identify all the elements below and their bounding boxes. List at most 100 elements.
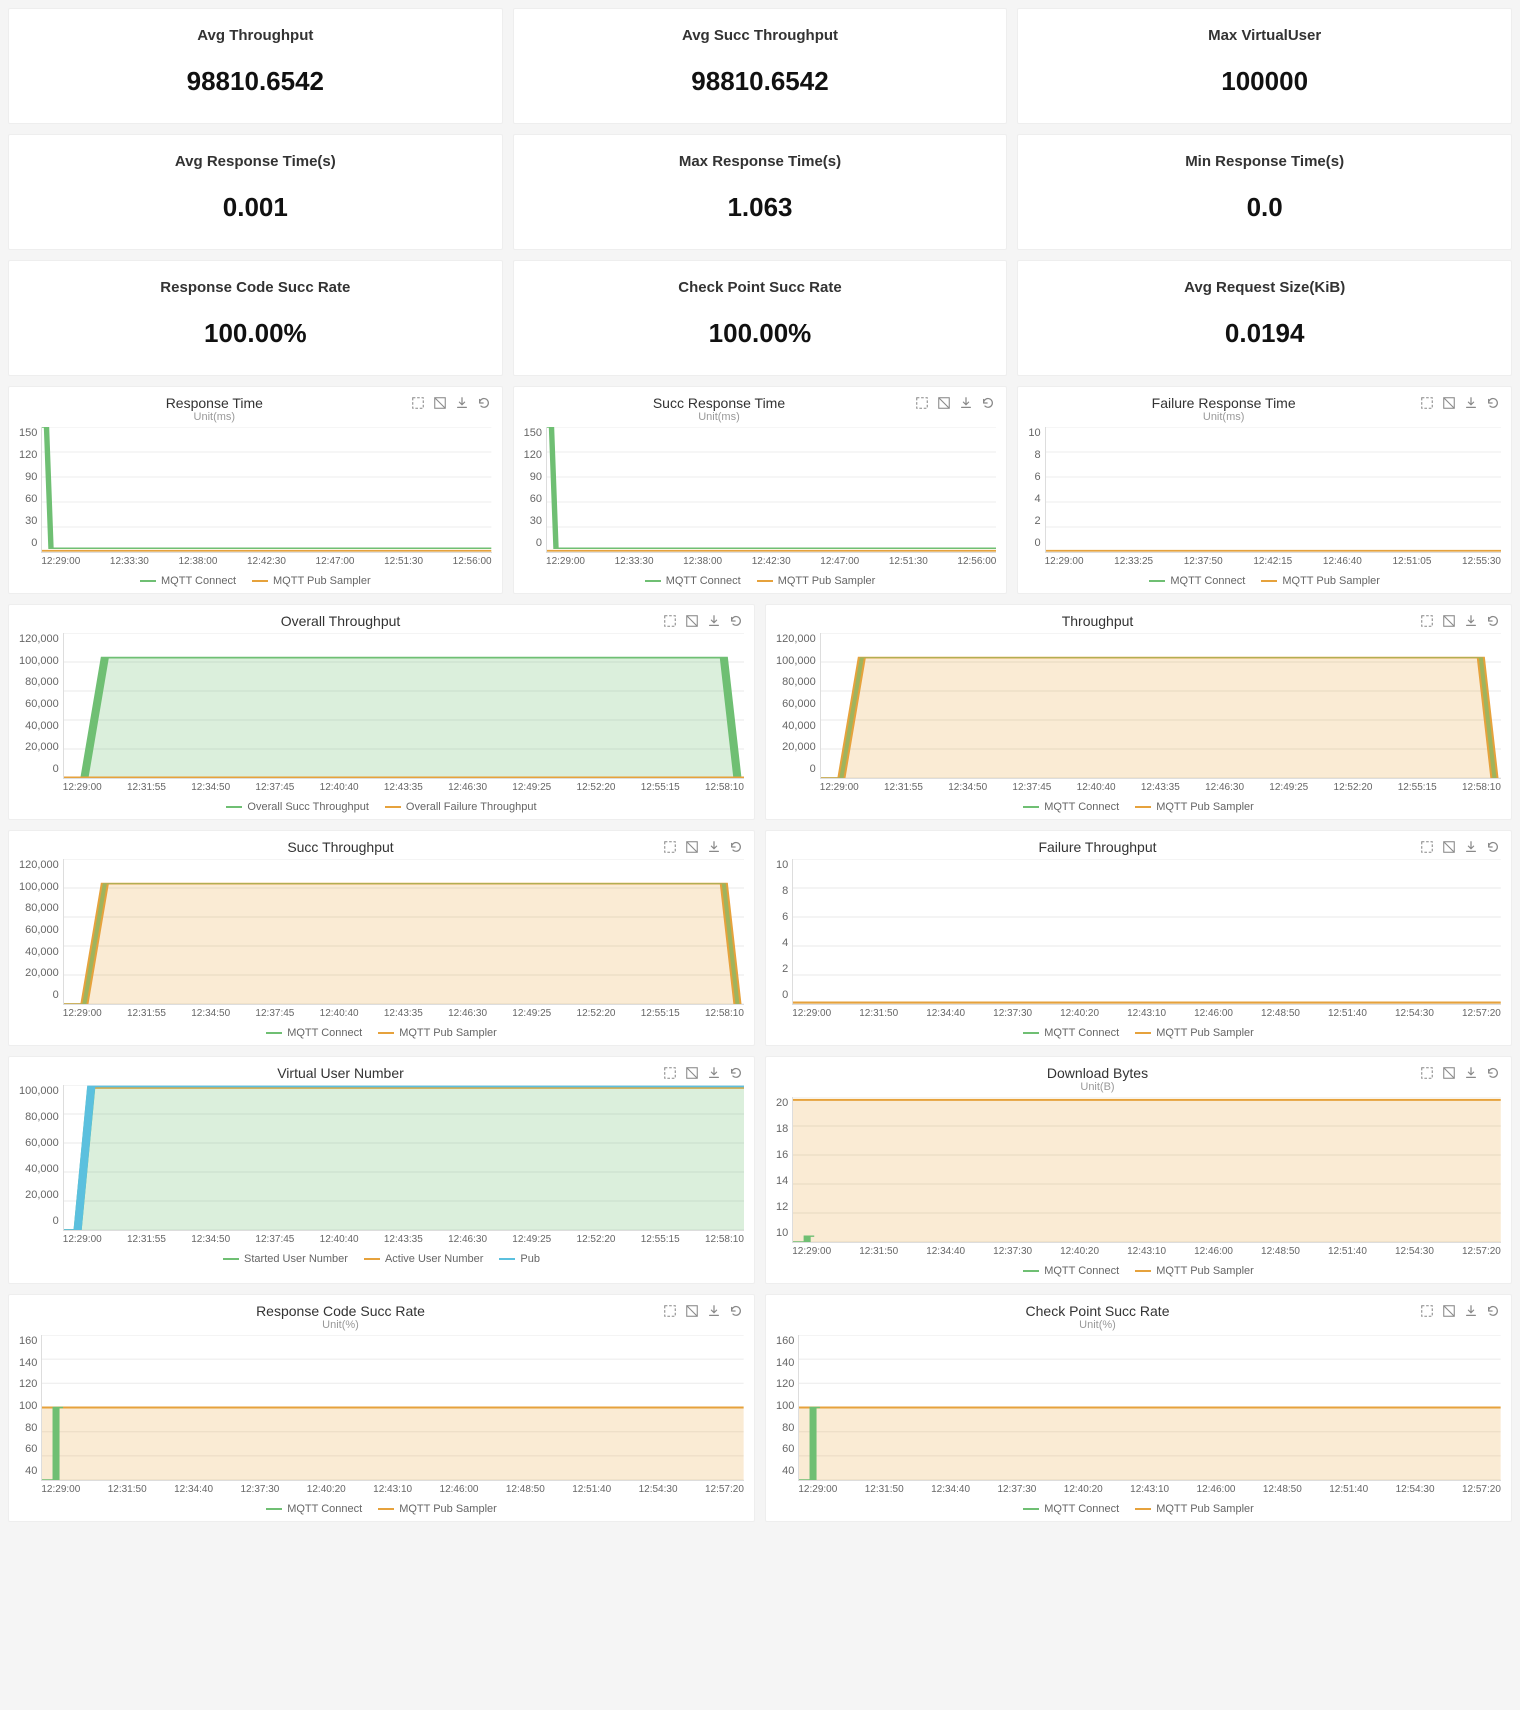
download-icon[interactable]: [706, 613, 722, 629]
metric-value: 100.00%: [528, 318, 993, 349]
chart-plot[interactable]: [820, 633, 1501, 779]
legend-item[interactable]: MQTT Connect: [266, 1027, 362, 1039]
chart-subtitle: Unit(%): [19, 1319, 662, 1331]
metric-title: Avg Response Time(s): [23, 153, 488, 170]
refresh-icon[interactable]: [728, 1303, 744, 1319]
download-icon[interactable]: [1463, 395, 1479, 411]
download-icon[interactable]: [706, 1303, 722, 1319]
legend-item[interactable]: MQTT Pub Sampler: [1135, 1503, 1254, 1515]
zoom-reset-icon[interactable]: [936, 395, 952, 411]
zoom-reset-icon[interactable]: [432, 395, 448, 411]
legend-item[interactable]: MQTT Connect: [266, 1503, 362, 1515]
zoom-area-icon[interactable]: [1419, 1065, 1435, 1081]
legend-swatch: [226, 806, 242, 808]
chart-card: Virtual User Number100,00080,00060,00040…: [8, 1056, 755, 1284]
legend-item[interactable]: MQTT Connect: [1149, 575, 1245, 587]
zoom-reset-icon[interactable]: [684, 839, 700, 855]
download-icon[interactable]: [1463, 1065, 1479, 1081]
legend-item[interactable]: Overall Succ Throughput: [226, 801, 368, 813]
refresh-icon[interactable]: [980, 395, 996, 411]
legend-item[interactable]: MQTT Connect: [140, 575, 236, 587]
legend-item[interactable]: MQTT Connect: [1023, 1265, 1119, 1277]
legend-swatch: [1149, 580, 1165, 582]
zoom-reset-icon[interactable]: [1441, 395, 1457, 411]
legend-item[interactable]: MQTT Connect: [645, 575, 741, 587]
legend-item[interactable]: Active User Number: [364, 1253, 483, 1265]
legend-swatch: [223, 1258, 239, 1260]
download-icon[interactable]: [706, 1065, 722, 1081]
chart-plot[interactable]: [1045, 427, 1501, 553]
zoom-area-icon[interactable]: [662, 839, 678, 855]
zoom-area-icon[interactable]: [1419, 395, 1435, 411]
legend-swatch: [266, 1508, 282, 1510]
chart-plot[interactable]: [792, 859, 1501, 1005]
zoom-area-icon[interactable]: [662, 1065, 678, 1081]
download-icon[interactable]: [1463, 839, 1479, 855]
legend-item[interactable]: Pub: [499, 1253, 540, 1265]
download-icon[interactable]: [454, 395, 470, 411]
zoom-area-icon[interactable]: [662, 1303, 678, 1319]
chart-legend: MQTT Connect MQTT Pub Sampler: [776, 793, 1501, 815]
download-icon[interactable]: [1463, 1303, 1479, 1319]
zoom-reset-icon[interactable]: [1441, 1065, 1457, 1081]
legend-label: MQTT Connect: [1044, 1027, 1119, 1039]
chart-plot[interactable]: [63, 859, 744, 1005]
zoom-area-icon[interactable]: [1419, 613, 1435, 629]
legend-item[interactable]: MQTT Pub Sampler: [1135, 1027, 1254, 1039]
refresh-icon[interactable]: [1485, 1303, 1501, 1319]
refresh-icon[interactable]: [476, 395, 492, 411]
metric-card: Avg Request Size(KiB)0.0194: [1017, 260, 1512, 376]
legend-label: MQTT Connect: [287, 1027, 362, 1039]
chart-plot[interactable]: [546, 427, 996, 553]
download-icon[interactable]: [958, 395, 974, 411]
zoom-area-icon[interactable]: [662, 613, 678, 629]
download-icon[interactable]: [706, 839, 722, 855]
legend-item[interactable]: MQTT Pub Sampler: [1135, 801, 1254, 813]
legend-item[interactable]: MQTT Connect: [1023, 1503, 1119, 1515]
zoom-reset-icon[interactable]: [684, 613, 700, 629]
refresh-icon[interactable]: [1485, 839, 1501, 855]
y-axis: 1501209060300: [524, 427, 546, 549]
legend-swatch: [645, 580, 661, 582]
chart-plot[interactable]: [63, 1085, 744, 1231]
refresh-icon[interactable]: [1485, 1065, 1501, 1081]
zoom-area-icon[interactable]: [410, 395, 426, 411]
chart-plot[interactable]: [41, 1335, 744, 1481]
chart-plot[interactable]: [792, 1097, 1501, 1243]
zoom-reset-icon[interactable]: [684, 1065, 700, 1081]
zoom-area-icon[interactable]: [1419, 839, 1435, 855]
download-icon[interactable]: [1463, 613, 1479, 629]
legend-swatch: [385, 806, 401, 808]
legend-item[interactable]: MQTT Pub Sampler: [757, 575, 876, 587]
refresh-icon[interactable]: [728, 613, 744, 629]
metric-title: Avg Throughput: [23, 27, 488, 44]
legend-item[interactable]: MQTT Pub Sampler: [252, 575, 371, 587]
legend-label: MQTT Connect: [1170, 575, 1245, 587]
refresh-icon[interactable]: [1485, 395, 1501, 411]
zoom-reset-icon[interactable]: [1441, 613, 1457, 629]
legend-item[interactable]: MQTT Pub Sampler: [378, 1503, 497, 1515]
chart-plot[interactable]: [63, 633, 744, 779]
legend-item[interactable]: MQTT Pub Sampler: [1261, 575, 1380, 587]
chart-plot[interactable]: [41, 427, 491, 553]
chart-title: Throughput: [776, 613, 1419, 629]
zoom-area-icon[interactable]: [914, 395, 930, 411]
zoom-reset-icon[interactable]: [1441, 1303, 1457, 1319]
chart-card: Failure Response TimeUnit(ms)1086420 12:…: [1017, 386, 1512, 594]
legend-item[interactable]: MQTT Connect: [1023, 1027, 1119, 1039]
legend-item[interactable]: Overall Failure Throughput: [385, 801, 537, 813]
legend-item[interactable]: MQTT Pub Sampler: [378, 1027, 497, 1039]
zoom-reset-icon[interactable]: [1441, 839, 1457, 855]
legend-item[interactable]: MQTT Connect: [1023, 801, 1119, 813]
chart-legend: MQTT Connect MQTT Pub Sampler: [19, 567, 492, 589]
refresh-icon[interactable]: [728, 839, 744, 855]
chart-plot[interactable]: [798, 1335, 1501, 1481]
refresh-icon[interactable]: [728, 1065, 744, 1081]
chart-toolbar: [1419, 1065, 1501, 1081]
refresh-icon[interactable]: [1485, 613, 1501, 629]
legend-label: MQTT Connect: [666, 575, 741, 587]
legend-item[interactable]: MQTT Pub Sampler: [1135, 1265, 1254, 1277]
legend-item[interactable]: Started User Number: [223, 1253, 348, 1265]
zoom-area-icon[interactable]: [1419, 1303, 1435, 1319]
zoom-reset-icon[interactable]: [684, 1303, 700, 1319]
